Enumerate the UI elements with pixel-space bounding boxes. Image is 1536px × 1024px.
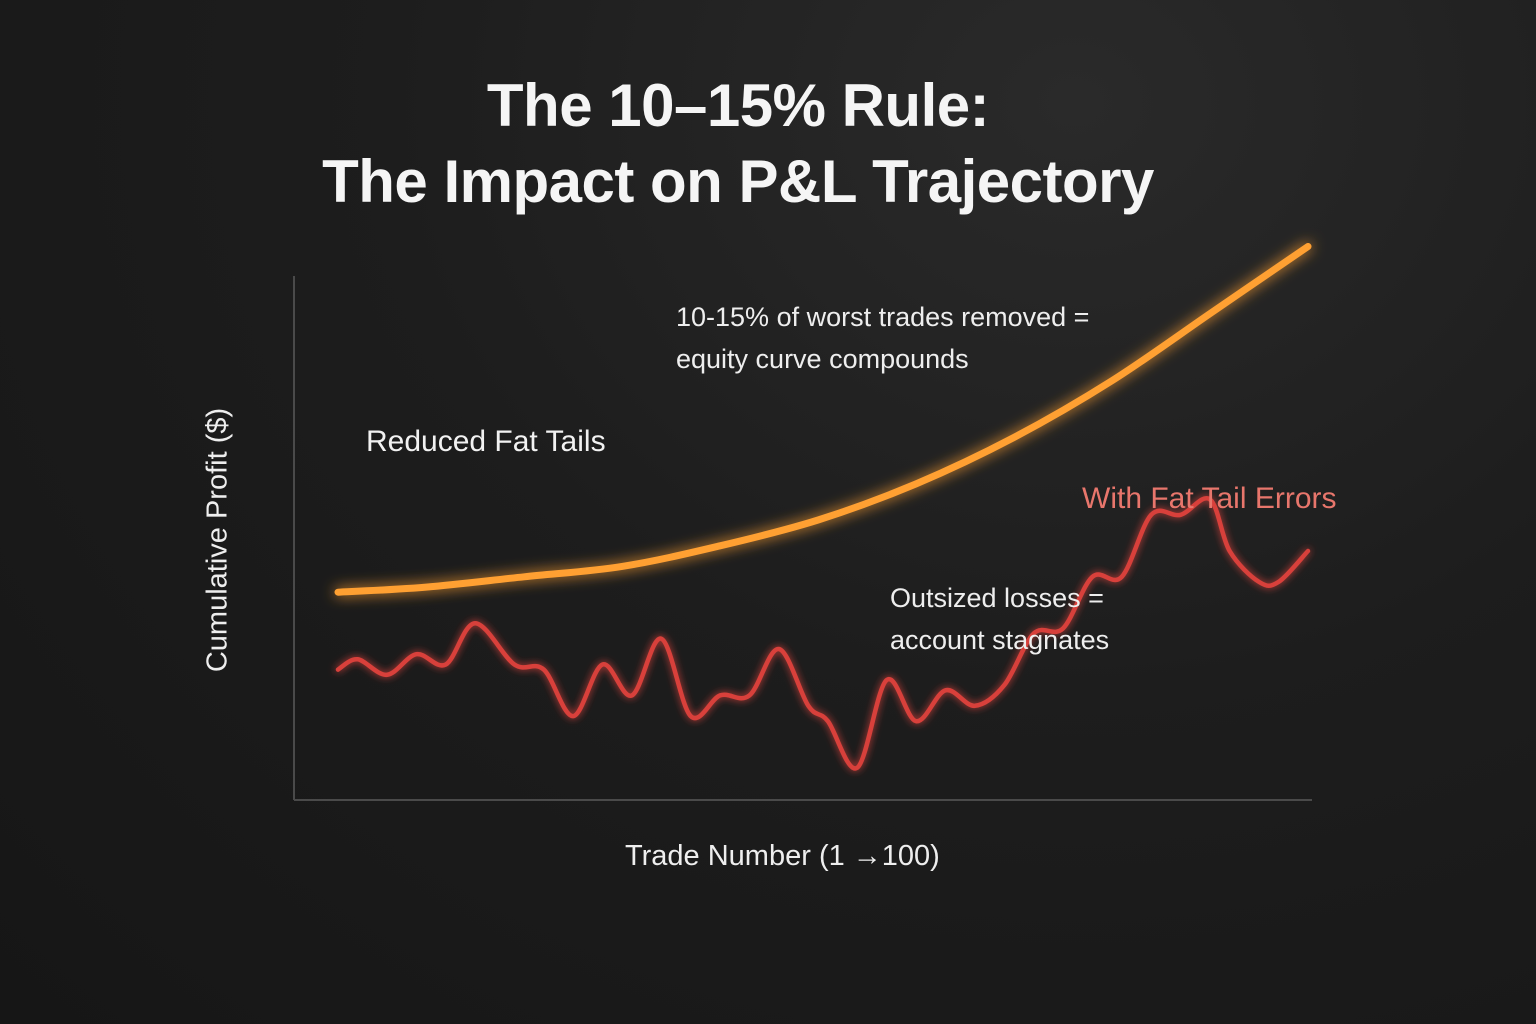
annotation-compounding: 10-15% of worst trades removed = equity …: [676, 296, 1089, 380]
series-line-reduced-fat-tails: [334, 243, 1312, 596]
annotation-compounding-line-2: equity curve compounds: [676, 344, 969, 374]
x-axis-label: Trade Number (1 →100): [625, 840, 940, 872]
series-layer: [334, 243, 1312, 771]
y-axis-label: Cumulative Profit ($): [201, 407, 234, 673]
annotation-stagnation-line-2: account stagnates: [890, 625, 1110, 655]
chart-title-line-2: The Impact on P&L Trajectory: [322, 148, 1154, 215]
series-line-with-fat-tail-errors: [335, 495, 1311, 771]
annotation-stagnation: Outsized losses = account stagnates: [890, 577, 1109, 661]
series-label-with-fat-tail-errors: With Fat Tail Errors: [1082, 482, 1337, 515]
series-label-reduced-fat-tails: Reduced Fat Tails: [366, 425, 606, 458]
annotation-stagnation-line-1: Outsized losses =: [890, 583, 1104, 613]
annotation-compounding-line-1: 10-15% of worst trades removed =: [676, 302, 1090, 332]
chart-title-line-1: The 10–15% Rule:: [486, 72, 990, 139]
